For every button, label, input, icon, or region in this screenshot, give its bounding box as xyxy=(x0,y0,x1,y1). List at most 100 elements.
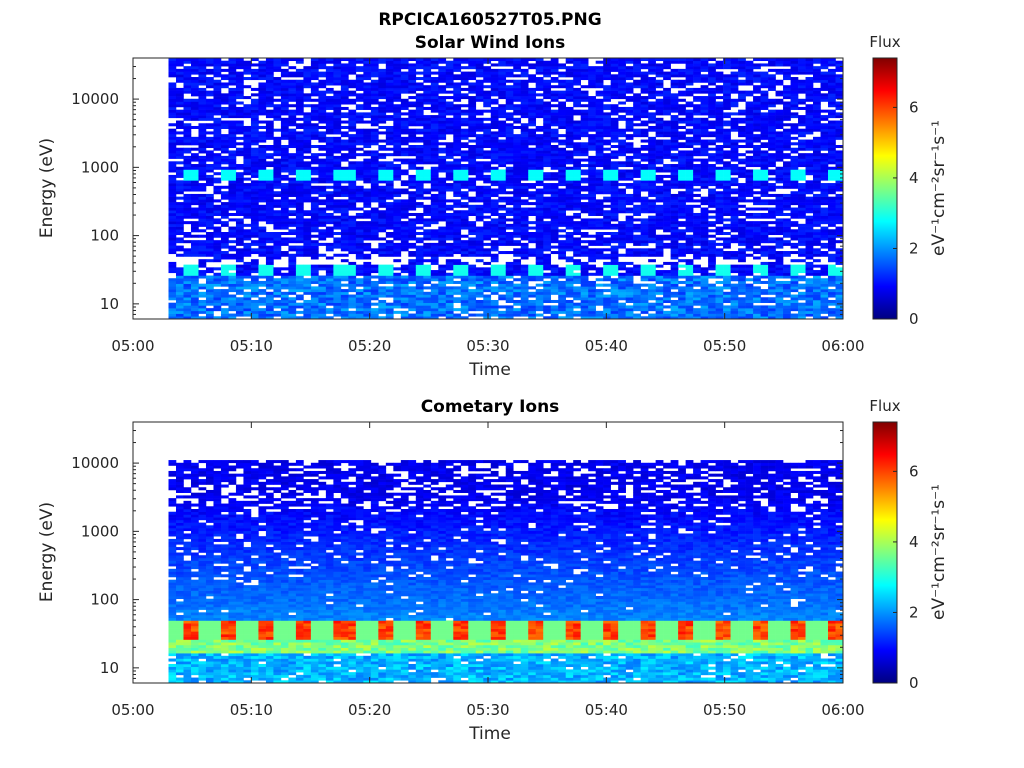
heatmap-cell xyxy=(273,193,282,197)
heatmap-cell xyxy=(408,71,417,75)
heatmap-cell xyxy=(445,223,454,227)
heatmap-cell xyxy=(618,66,626,70)
heatmap-cell xyxy=(370,90,379,94)
heatmap-cell xyxy=(228,183,237,187)
heatmap-cell xyxy=(363,112,372,116)
heatmap-cell xyxy=(453,313,462,317)
heatmap-cell xyxy=(168,248,177,252)
heatmap-cell xyxy=(483,237,492,241)
heatmap-cell xyxy=(505,261,514,265)
heatmap-cell xyxy=(445,248,454,252)
heatmap-cell xyxy=(198,242,207,246)
heatmap-cell xyxy=(505,150,514,154)
heatmap-cell xyxy=(213,191,222,195)
heatmap-cell xyxy=(325,242,334,246)
heatmap-cell xyxy=(573,226,581,230)
heatmap-cell xyxy=(513,270,522,274)
heatmap-cell xyxy=(558,71,566,75)
heatmap-cell xyxy=(423,242,432,246)
heatmap-cell xyxy=(528,117,537,121)
heatmap-cell xyxy=(423,68,432,72)
heatmap-cell xyxy=(625,294,634,298)
heatmap-cell xyxy=(250,134,259,138)
heatmap-cell xyxy=(213,316,222,320)
heatmap-cell xyxy=(280,98,289,102)
heatmap-cell xyxy=(573,297,581,301)
heatmap-cell xyxy=(430,294,439,298)
heatmap-cell xyxy=(513,139,522,143)
heatmap-cell xyxy=(243,191,252,195)
heatmap-cell xyxy=(355,68,364,72)
heatmap-cell xyxy=(438,305,447,309)
heatmap-cell xyxy=(295,229,304,233)
heatmap-cell xyxy=(175,147,184,151)
heatmap-cell xyxy=(235,229,244,233)
heatmap-cell xyxy=(445,218,454,222)
heatmap-cell xyxy=(250,261,259,265)
heatmap-cell xyxy=(445,297,454,301)
heatmap-cell xyxy=(355,221,364,225)
heatmap-cell xyxy=(198,101,207,105)
heatmap-cell xyxy=(453,161,462,165)
heatmap-cell xyxy=(543,275,552,279)
heatmap-cell xyxy=(640,270,649,274)
heatmap-cell xyxy=(573,199,581,203)
heatmap-cell xyxy=(340,240,349,244)
heatmap-cell xyxy=(258,302,267,306)
heatmap-cell xyxy=(430,183,439,187)
heatmap-cell xyxy=(603,305,611,309)
heatmap-cell xyxy=(258,106,267,110)
heatmap-cell xyxy=(588,297,596,301)
heatmap-cell xyxy=(610,120,619,124)
heatmap-cell xyxy=(595,120,604,124)
heatmap-cell xyxy=(603,142,611,146)
heatmap-cell xyxy=(340,71,349,75)
heatmap-cell xyxy=(243,153,252,157)
heatmap-cell xyxy=(370,310,379,314)
heatmap-cell xyxy=(498,142,507,146)
heatmap-cell xyxy=(280,308,289,312)
heatmap-cell xyxy=(235,71,244,75)
heatmap-cell xyxy=(190,112,199,116)
heatmap-cell xyxy=(250,183,259,187)
heatmap-cell xyxy=(640,242,649,246)
heatmap-cell xyxy=(258,185,267,189)
heatmap-cell xyxy=(603,270,611,274)
heatmap-cell xyxy=(385,272,394,276)
heatmap-cell xyxy=(513,104,522,108)
heatmap-cell xyxy=(460,215,469,219)
heatmap-cell xyxy=(183,90,192,94)
heatmap-cell xyxy=(595,109,604,113)
heatmap-cell xyxy=(610,112,619,116)
heatmap-cell xyxy=(513,90,522,94)
heatmap-cell xyxy=(273,245,282,249)
heatmap-cell xyxy=(273,253,282,257)
heatmap-cell xyxy=(355,164,364,168)
heatmap-cell xyxy=(625,142,634,146)
heatmap-cell xyxy=(228,191,237,195)
heatmap-cell xyxy=(490,207,499,211)
heatmap-cell xyxy=(190,93,199,97)
heatmap-cell xyxy=(205,278,214,282)
heatmap-cell xyxy=(393,77,402,81)
heatmap-cell xyxy=(618,221,626,225)
heatmap-cell xyxy=(235,278,244,282)
heatmap-cell xyxy=(288,90,297,94)
heatmap-cell xyxy=(168,234,177,238)
heatmap-cell xyxy=(543,299,552,303)
heatmap-cell xyxy=(190,153,199,157)
heatmap-cell xyxy=(453,188,462,192)
heatmap-cell xyxy=(520,191,529,195)
heatmap-cell xyxy=(265,188,274,192)
heatmap-cell xyxy=(310,123,319,127)
heatmap-cell xyxy=(535,248,544,252)
heatmap-cell xyxy=(543,66,552,70)
heatmap-cell xyxy=(640,188,649,192)
heatmap-cell xyxy=(408,87,417,91)
heatmap-cell xyxy=(385,245,394,249)
heatmap-cell xyxy=(400,204,409,208)
heatmap-cell xyxy=(528,185,537,189)
heatmap-cell xyxy=(393,278,402,282)
heatmap-cell xyxy=(295,58,304,62)
heatmap-cell xyxy=(633,112,641,116)
